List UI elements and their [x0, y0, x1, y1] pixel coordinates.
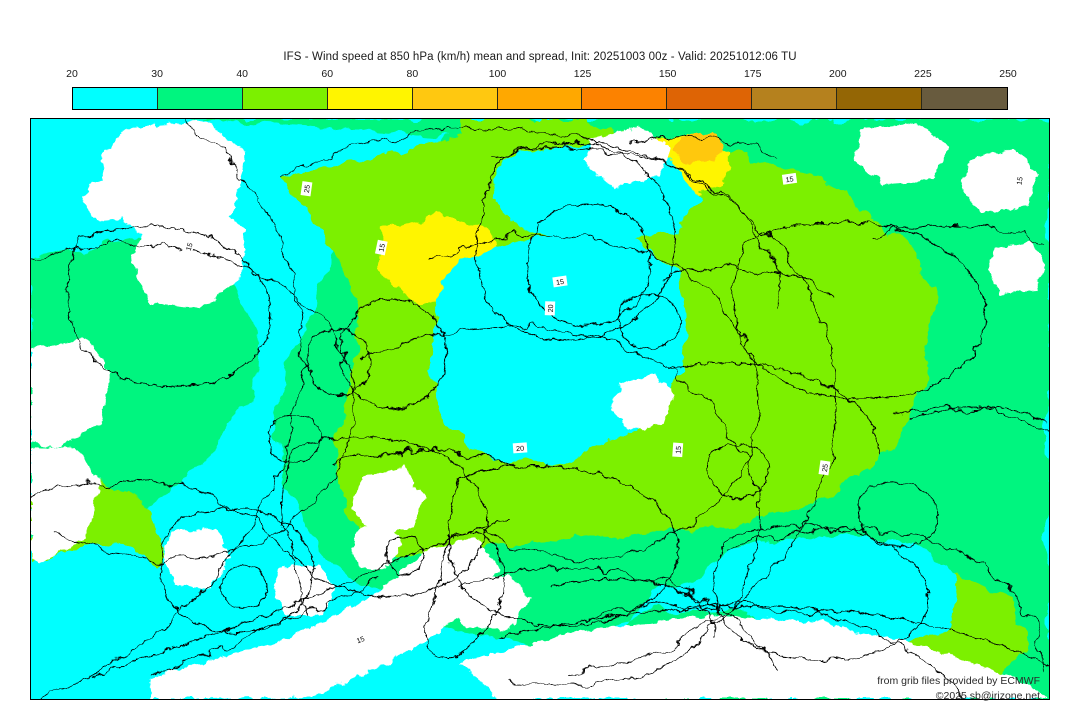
- band-80-100-region: [675, 130, 724, 163]
- colorbar-tick-225: 225: [914, 68, 932, 80]
- svg-text:20: 20: [547, 304, 555, 312]
- colorbar-tick-40: 40: [236, 68, 249, 80]
- colorbar-tick-250: 250: [999, 68, 1017, 80]
- colorbar-tick-80: 80: [406, 68, 419, 80]
- map-canvas[interactable]: 15 15 15 20 20: [30, 118, 1050, 700]
- svg-text:15: 15: [556, 278, 565, 287]
- colorbar-tick-20: 20: [66, 68, 78, 80]
- coastline-layer: [67, 141, 1049, 678]
- svg-text:25: 25: [821, 463, 830, 472]
- colorbar-band-60-80: [327, 88, 413, 109]
- colorbar-band-20-30: [73, 88, 158, 109]
- colorbar-band-80-100: [412, 88, 498, 109]
- colorbar-band-175-200: [752, 88, 838, 109]
- svg-text:25: 25: [303, 184, 312, 193]
- colorbar-band-225-250: [922, 88, 1007, 109]
- svg-text:15: 15: [356, 635, 366, 645]
- contour-label-group: 15 15 15 20 20: [181, 172, 1026, 647]
- svg-text:20: 20: [516, 445, 525, 454]
- svg-text:15: 15: [1015, 176, 1024, 185]
- colorbar-band-100-125: [497, 88, 583, 109]
- svg-text:15: 15: [185, 242, 195, 252]
- credit-copyright: ©2025 sb@irizone.net: [935, 690, 1040, 702]
- colorbar-tick-100: 100: [488, 68, 507, 80]
- colorbar-band-40-60: [242, 88, 328, 109]
- colorbar-tick-200: 200: [829, 68, 847, 80]
- colorbar-tick-labels: 20 30 40 60 80 100 125 150 175 200 225 250: [66, 68, 1017, 84]
- colorbar-bands: [72, 87, 1008, 110]
- svg-text:15: 15: [378, 243, 387, 252]
- colorbar-band-150-175: [667, 88, 753, 109]
- colorbar-band-30-40: [157, 88, 243, 109]
- colorbar-tick-30: 30: [151, 68, 163, 80]
- colorbar-tick-125: 125: [573, 68, 592, 80]
- colorbar: 20 30 40 60 80 100 125 150 175 200 225 250: [66, 68, 1017, 110]
- svg-text:15: 15: [785, 175, 794, 184]
- colorbar-band-125-150: [582, 88, 668, 109]
- page-title: IFS - Wind speed at 850 hPa (km/h) mean …: [283, 51, 797, 63]
- colorbar-tick-60: 60: [321, 68, 334, 80]
- weather-map[interactable]: 15 15 15 20 20: [31, 119, 1049, 699]
- colorbar-tick-175: 175: [743, 68, 762, 80]
- colorbar-tick-150: 150: [658, 68, 677, 80]
- colorbar-band-200-225: [837, 88, 923, 109]
- svg-text:15: 15: [674, 446, 683, 455]
- below-threshold-region: [31, 120, 1049, 699]
- contour-line-layer: [31, 119, 1049, 699]
- credit-source: from grib files provided by ECMWF: [877, 675, 1040, 687]
